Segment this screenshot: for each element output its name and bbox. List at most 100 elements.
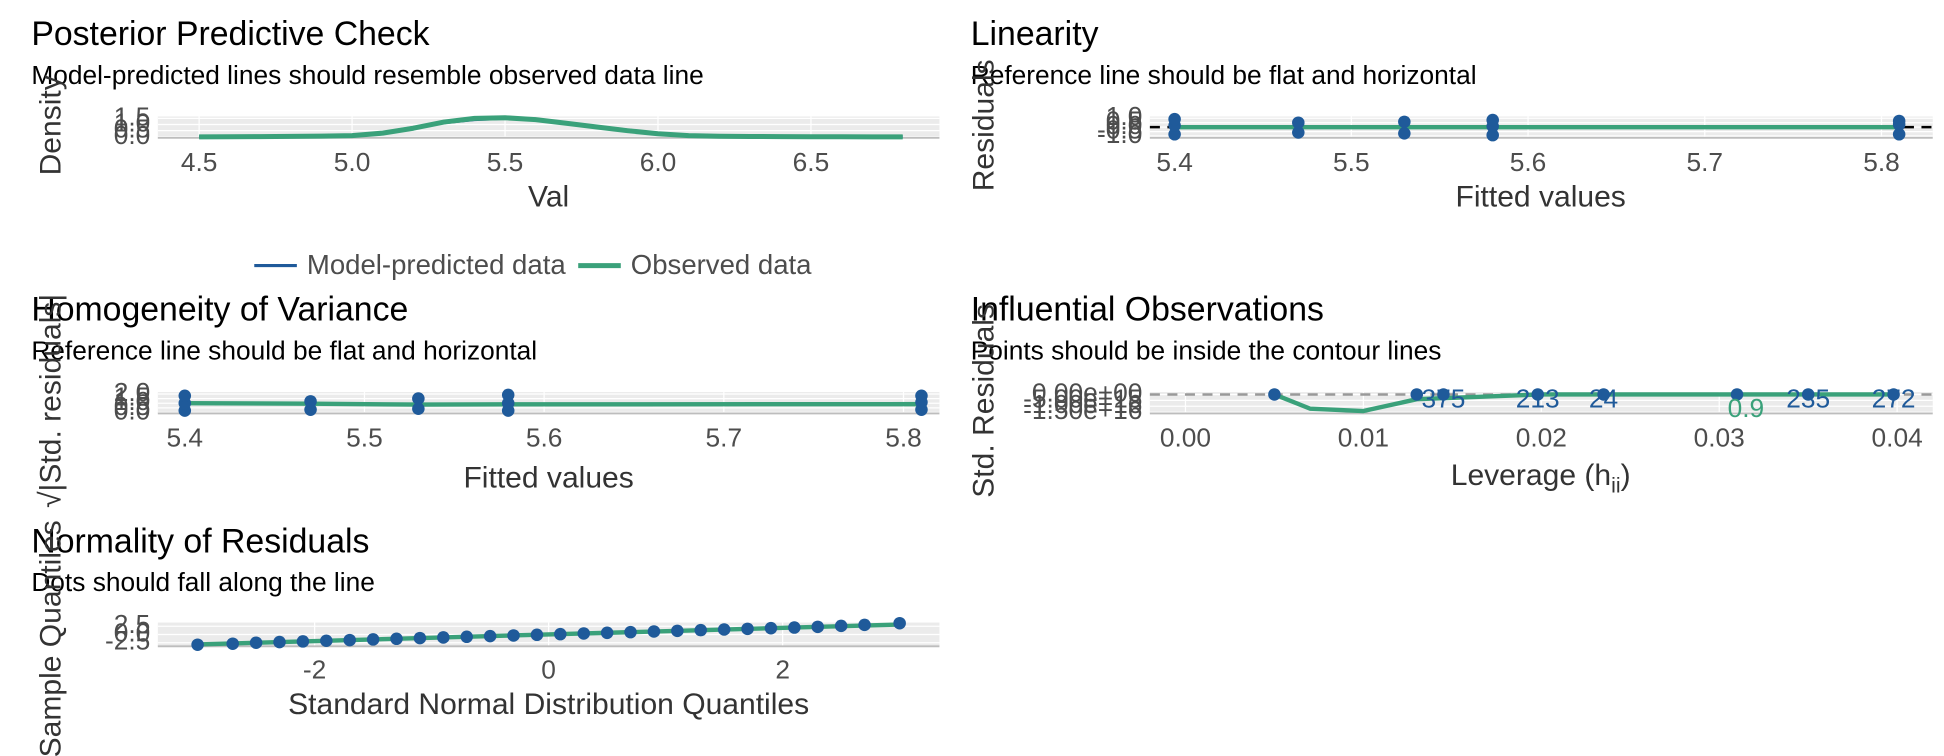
y-axis-title: Residuals bbox=[968, 59, 1001, 191]
fit-line bbox=[184, 401, 922, 407]
point bbox=[304, 395, 317, 408]
point bbox=[507, 629, 520, 642]
y-tick-label: 1.5 bbox=[114, 382, 151, 412]
point bbox=[1730, 388, 1744, 401]
y-tick-label: 0.5 bbox=[114, 114, 151, 144]
x-tick-label: 5.7 bbox=[706, 423, 743, 453]
x-axis-title-end: ) bbox=[1621, 459, 1631, 492]
point bbox=[1801, 388, 1815, 401]
point bbox=[577, 627, 590, 640]
x-tick-label: 5.5 bbox=[487, 147, 524, 177]
x-axis-title: Fitted values bbox=[463, 461, 633, 494]
point bbox=[893, 616, 906, 630]
point bbox=[741, 622, 754, 636]
panel: 5.4 5.5 5.6 5.7 5.8 0.00.51.01.52.0 Homogeneit… bbox=[31, 291, 940, 508]
fit-line bbox=[197, 622, 900, 647]
point bbox=[788, 621, 801, 634]
point bbox=[647, 625, 661, 638]
x-axis-title: Standard Normal Distribution Quantiles bbox=[288, 688, 809, 721]
x-axis-title-text: Fitted values bbox=[1455, 181, 1625, 214]
chart-subtitle: Dots should fall along the line bbox=[31, 567, 375, 597]
panel: 0.00 0.01 0.02 0.03 0.04 0.00e+00-5.00e+15-1.… bbox=[968, 291, 1933, 498]
point bbox=[1168, 128, 1181, 141]
point bbox=[694, 623, 708, 637]
point bbox=[412, 392, 425, 405]
y-tick-label: 0.0 bbox=[114, 120, 151, 150]
point-label: 375 bbox=[1421, 383, 1465, 413]
point bbox=[600, 626, 614, 640]
point bbox=[460, 630, 473, 644]
x-tick-label: 0 bbox=[541, 654, 556, 684]
x-tick-label: 5.4 bbox=[166, 423, 203, 453]
chart-title: Linearity bbox=[971, 15, 1099, 53]
x-axis-title: Leverage (hii) bbox=[1451, 459, 1631, 498]
point bbox=[413, 631, 427, 645]
point bbox=[1292, 116, 1305, 129]
point bbox=[366, 633, 380, 646]
x-tick-label: 5.8 bbox=[1863, 147, 1900, 177]
y-tick-label: -1.0 bbox=[1097, 119, 1142, 149]
y-tick-label: 1.0 bbox=[114, 107, 151, 137]
x-axis-title: Fitted values bbox=[1455, 181, 1625, 214]
point bbox=[1268, 388, 1281, 401]
x-tick-label: 5.7 bbox=[1686, 147, 1723, 177]
x-tick-label: -2 bbox=[303, 654, 326, 684]
point bbox=[437, 631, 450, 644]
point bbox=[1437, 388, 1450, 401]
y-tick-label: 1.0 bbox=[1106, 101, 1143, 131]
y-tick-label: 1.5 bbox=[114, 101, 151, 131]
point bbox=[1486, 113, 1499, 127]
y-tick-label: 1.0 bbox=[114, 386, 151, 416]
y-tick-label: 2.0 bbox=[114, 377, 151, 407]
point bbox=[501, 388, 515, 402]
y-tick-label: 0.5 bbox=[114, 391, 151, 421]
chart-title: Posterior Predictive Check bbox=[31, 15, 429, 53]
point bbox=[1887, 388, 1900, 401]
y-tick-label: 0.5 bbox=[1106, 106, 1143, 136]
point bbox=[296, 635, 310, 648]
y-tick-label: 0.0 bbox=[1106, 110, 1143, 140]
point bbox=[320, 634, 333, 648]
point bbox=[178, 389, 192, 403]
point bbox=[249, 636, 263, 649]
x-tick-label: 6.0 bbox=[640, 147, 677, 177]
point bbox=[717, 623, 731, 636]
y-tick-label: -1.50e+16 bbox=[1023, 395, 1142, 425]
x-axis-title-sub: ii bbox=[1611, 473, 1620, 497]
point bbox=[1892, 128, 1906, 141]
point bbox=[1398, 127, 1411, 140]
y-tick-label: -1.00e+16 bbox=[1023, 389, 1142, 419]
series-line bbox=[199, 115, 903, 140]
point bbox=[412, 402, 425, 416]
point bbox=[624, 625, 637, 639]
point bbox=[858, 618, 871, 632]
point bbox=[191, 638, 204, 651]
x-tick-label: 5.0 bbox=[334, 147, 371, 177]
legend-label: Observed data bbox=[631, 249, 812, 280]
plot-background bbox=[157, 116, 940, 138]
point-label: 272 bbox=[1872, 383, 1916, 413]
y-tick-label: -0.5 bbox=[1097, 115, 1142, 145]
x-tick-label: 0.02 bbox=[1516, 423, 1567, 453]
point-label: 235 bbox=[1786, 383, 1830, 413]
x-tick-label: 5.8 bbox=[885, 423, 922, 453]
point bbox=[390, 632, 403, 646]
chart-title: Influential Observations bbox=[971, 291, 1324, 329]
point bbox=[1486, 128, 1499, 142]
y-axis-title: √|Std. residuals| bbox=[35, 294, 68, 508]
y-axis-title: Sample Quantiles bbox=[35, 520, 68, 756]
point bbox=[273, 635, 286, 649]
point bbox=[1597, 388, 1610, 401]
chart-subtitle: Points should be inside the contour line… bbox=[971, 336, 1442, 366]
x-tick-label: 0.01 bbox=[1338, 423, 1389, 453]
point bbox=[671, 624, 684, 638]
point-label: 213 bbox=[1516, 383, 1560, 413]
y-tick-label: -5.00e+15 bbox=[1023, 383, 1142, 413]
legend-label: Model-predicted data bbox=[307, 249, 566, 280]
point bbox=[1531, 388, 1545, 401]
x-tick-label: 5.5 bbox=[346, 423, 383, 453]
y-axis-title: Density bbox=[35, 75, 68, 175]
y-axis-title: Std. Residuals bbox=[968, 304, 1001, 498]
x-axis-title-text: Val bbox=[528, 181, 569, 214]
